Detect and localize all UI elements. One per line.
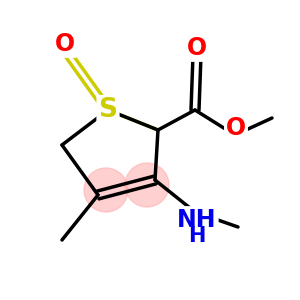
Text: H: H [188,226,206,246]
Text: O: O [55,32,75,56]
Circle shape [125,163,169,207]
Text: O: O [226,116,246,140]
Text: S: S [98,97,118,123]
Text: NH: NH [177,208,217,232]
Text: O: O [187,36,207,60]
Circle shape [84,168,128,212]
